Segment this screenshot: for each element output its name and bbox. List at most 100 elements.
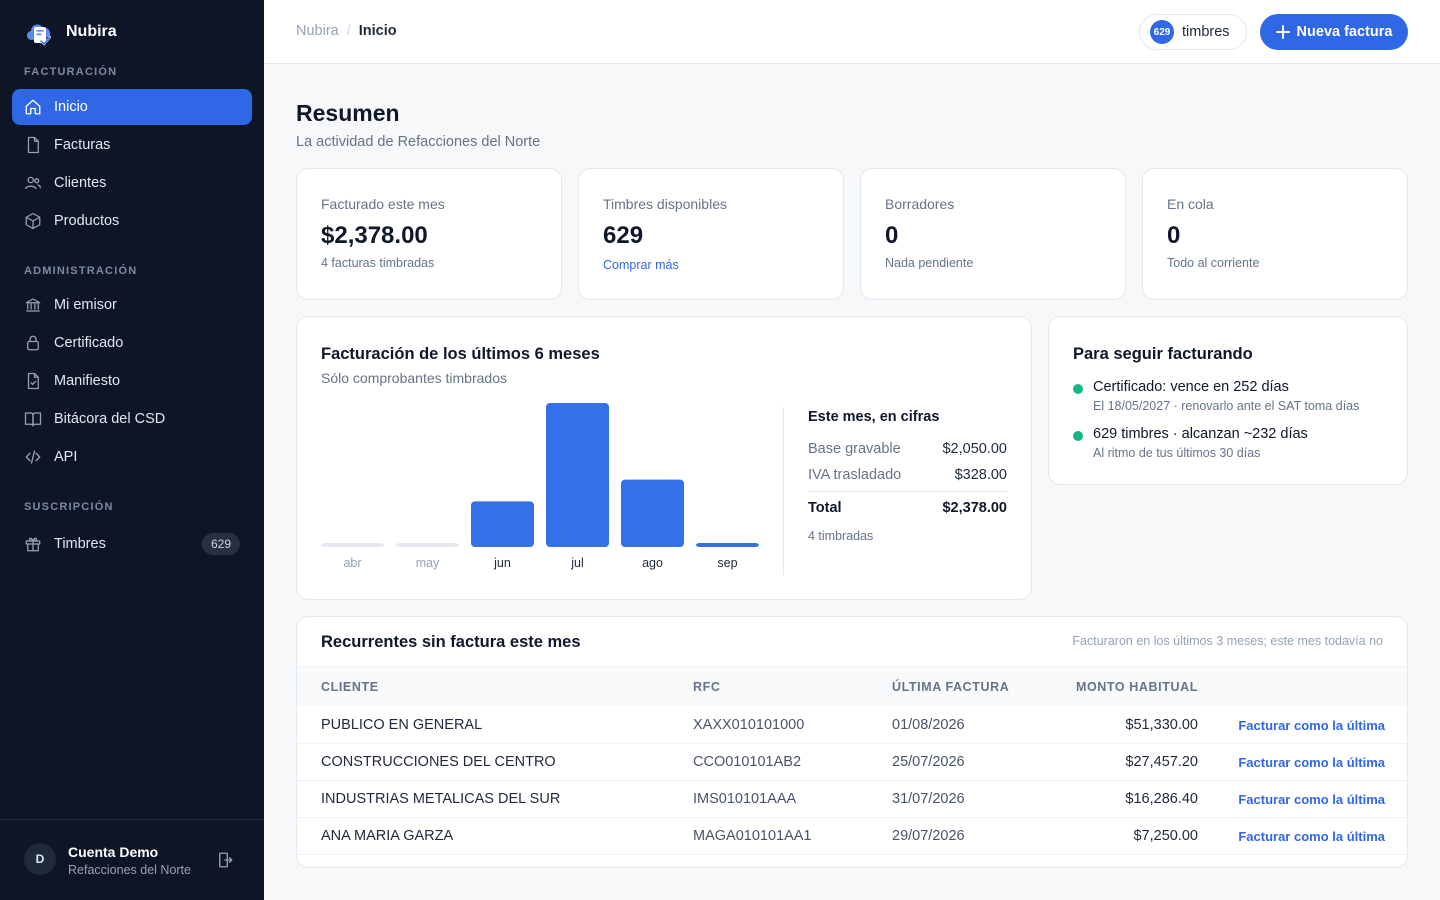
- sidebar-item-certificado[interactable]: Certificado: [12, 325, 252, 361]
- invoice-like-last-link[interactable]: Facturar como la última: [1238, 755, 1385, 770]
- bank-icon: [25, 298, 41, 312]
- status-dot-icon: [1073, 431, 1083, 441]
- box-icon: [25, 212, 41, 230]
- stat-value: $2,378.00: [321, 222, 428, 249]
- section-title-facturacion: FACTURACIÓN: [24, 66, 118, 78]
- bar-ago: [621, 479, 684, 547]
- stat-sub: 4 facturas timbradas: [321, 256, 435, 270]
- plus-icon: [1275, 25, 1290, 39]
- book-icon: [24, 412, 42, 427]
- divider: [783, 407, 784, 575]
- figure-label: Base gravable: [808, 441, 901, 457]
- sidebar-item-mi-emisor[interactable]: Mi emisor: [12, 287, 252, 323]
- sidebar-item-inicio[interactable]: Inicio: [12, 89, 252, 125]
- cell-last-invoice: 29/07/2026: [892, 828, 965, 844]
- sidebar-item-bitacora[interactable]: Bitácora del CSD: [12, 401, 252, 437]
- x-tick-label: sep: [717, 556, 737, 570]
- file-check-icon: [27, 372, 39, 390]
- sidebar: Nubira FACTURACIÓN Inicio Facturas Clien…: [0, 0, 264, 900]
- cell-amount: $51,330.00: [1125, 717, 1198, 733]
- bar-chart: abr may jun jul ago sep: [321, 403, 759, 570]
- topbar: Nubira / Inicio 629 timbres Nueva factur…: [264, 0, 1440, 64]
- sidebar-item-label: Clientes: [54, 175, 107, 191]
- sidebar-item-label: Certificado: [54, 335, 124, 351]
- next-steps-card: Para seguir facturando Certificado: venc…: [1048, 316, 1408, 485]
- figure-total-value: $2,378.00: [942, 500, 1007, 516]
- chart-subtitle: Sólo comprobantes timbrados: [321, 370, 507, 386]
- cell-client: ANA MARIA GARZA: [321, 828, 454, 844]
- cell-last-invoice: 01/08/2026: [892, 717, 965, 733]
- recurring-title: Recurrentes sin factura este mes: [321, 633, 581, 651]
- stat-card-timbres: Timbres disponibles 629 Comprar más: [578, 168, 844, 300]
- code-icon: [25, 450, 41, 464]
- stat-value: 0: [885, 222, 899, 249]
- sidebar-item-label: Facturas: [54, 137, 111, 153]
- sidebar-item-productos[interactable]: Productos: [12, 203, 252, 239]
- sidebar-item-api[interactable]: API: [12, 439, 252, 475]
- cell-amount: $27,457.20: [1125, 754, 1198, 770]
- figure-row-base: Base gravable $2,050.00: [808, 441, 1007, 457]
- breadcrumb-separator: /: [346, 23, 351, 39]
- cell-client: CONSTRUCCIONES DEL CENTRO: [321, 754, 556, 770]
- home-icon: [25, 99, 41, 115]
- stat-card-facturado: Facturado este mes $2,378.00 4 facturas …: [296, 168, 562, 300]
- table-header: CLIENTE RFC ÚLTIMA FACTURA MONTO HABITUA…: [297, 666, 1407, 706]
- timbres-pill[interactable]: 629 timbres: [1139, 14, 1247, 50]
- figure-total-label: Total: [808, 500, 842, 516]
- figure-row-iva: IVA trasladado $328.00: [808, 467, 1007, 483]
- x-tick-label: jun: [493, 556, 511, 570]
- table-row: PUBLICO EN GENERAL XAXX010101000 01/08/2…: [297, 707, 1407, 744]
- next-steps-title: Para seguir facturando: [1073, 345, 1253, 363]
- next-step-sub: El 18/05/2027 · renovarlo ante el SAT to…: [1093, 399, 1360, 413]
- timbres-label: timbres: [1182, 24, 1230, 40]
- cell-rfc: CCO010101AB2: [693, 754, 802, 770]
- account-company: Refacciones del Norte: [68, 863, 191, 877]
- sidebar-item-facturas[interactable]: Facturas: [12, 127, 252, 163]
- buy-more-link[interactable]: Comprar más: [603, 258, 679, 272]
- section-title-administracion: ADMINISTRACIÓN: [24, 265, 138, 277]
- invoice-like-last-link[interactable]: Facturar como la última: [1238, 718, 1385, 733]
- breadcrumb-current: Inicio: [358, 23, 397, 39]
- users-icon: [24, 176, 42, 190]
- column-header-monto: MONTO HABITUAL: [1075, 680, 1198, 694]
- recurring-table-card: Recurrentes sin factura este mes Factura…: [296, 616, 1408, 868]
- logout-icon[interactable]: [216, 851, 234, 869]
- table-row: INDUSTRIAS METALICAS DEL SUR IMS010101AA…: [297, 781, 1407, 818]
- brand[interactable]: Nubira: [24, 18, 117, 46]
- sidebar-item-label: Productos: [54, 213, 120, 229]
- cell-amount: $7,250.00: [1133, 828, 1198, 844]
- sidebar-item-label: Bitácora del CSD: [54, 411, 166, 427]
- table-row: CONSTRUCCIONES DEL CENTRO CCO010101AB2 2…: [297, 744, 1407, 781]
- stat-card-en-cola: En cola 0 Todo al corriente: [1142, 168, 1408, 300]
- lock-icon: [27, 335, 39, 351]
- recurring-note: Facturaron en los últimos 3 meses; este …: [1072, 634, 1383, 648]
- invoice-like-last-link[interactable]: Facturar como la última: [1238, 792, 1385, 807]
- column-header-ultima: ÚLTIMA FACTURA: [892, 680, 1010, 694]
- sidebar-item-clientes[interactable]: Clientes: [12, 165, 252, 201]
- brand-name: Nubira: [66, 23, 117, 40]
- new-invoice-button[interactable]: Nueva factura: [1260, 14, 1408, 50]
- stat-sub: Nada pendiente: [885, 256, 974, 270]
- x-tick-label: may: [416, 556, 440, 570]
- cell-amount: $16,286.40: [1125, 791, 1198, 807]
- timbres-badge: 629: [202, 533, 240, 555]
- figure-row-total: Total $2,378.00: [808, 500, 1007, 516]
- sidebar-item-manifiesto[interactable]: Manifiesto: [12, 363, 252, 399]
- sidebar-item-label: API: [54, 449, 78, 465]
- stat-card-borradores: Borradores 0 Nada pendiente: [860, 168, 1126, 300]
- breadcrumb-root[interactable]: Nubira: [296, 23, 339, 39]
- stat-value: 0: [1167, 222, 1181, 249]
- bar-may: [396, 543, 459, 547]
- chart-title: Facturación de los últimos 6 meses: [321, 345, 600, 363]
- stat-value: 629: [603, 222, 644, 249]
- bar-sep: [696, 543, 759, 547]
- avatar[interactable]: D: [24, 843, 56, 875]
- cell-rfc: MAGA010101AA1: [693, 828, 812, 844]
- sidebar-item-timbres[interactable]: Timbres 629: [12, 526, 252, 562]
- x-tick-label: ago: [642, 556, 663, 570]
- bar-jun: [471, 501, 534, 547]
- next-step-title: Certificado: vence en 252 días: [1093, 379, 1289, 395]
- page-subtitle: La actividad de Refacciones del Norte: [296, 134, 541, 150]
- next-step-sub: Al ritmo de tus últimos 30 días: [1093, 446, 1261, 460]
- invoice-like-last-link[interactable]: Facturar como la última: [1238, 829, 1385, 844]
